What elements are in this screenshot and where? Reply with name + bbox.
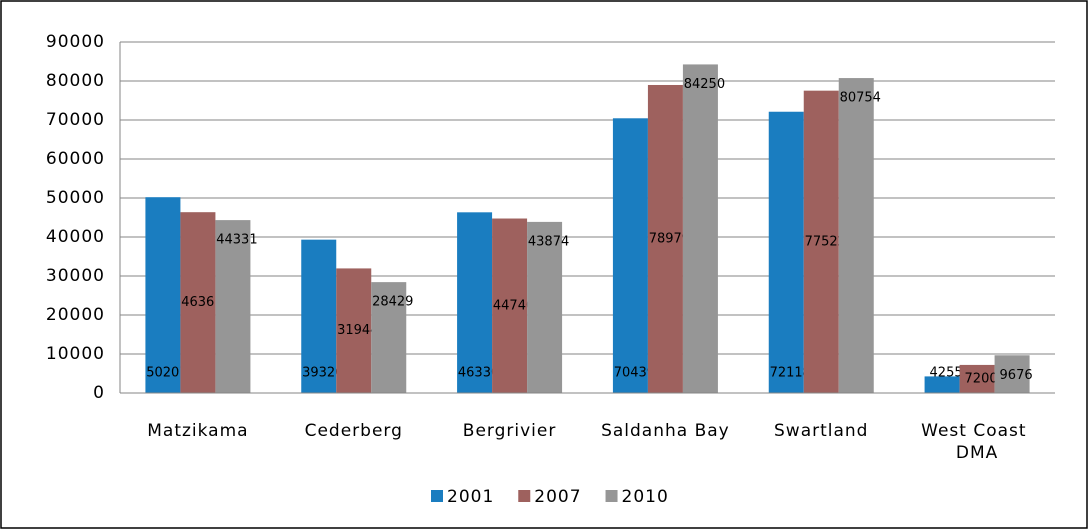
bar bbox=[803, 90, 839, 394]
y-tick-label: 90000 bbox=[46, 32, 105, 52]
legend-label: 2010 bbox=[622, 487, 669, 507]
y-tick-label: 10000 bbox=[46, 344, 105, 364]
bar bbox=[768, 111, 804, 393]
bar bbox=[371, 282, 407, 393]
bar bbox=[959, 364, 995, 393]
bar bbox=[924, 376, 960, 393]
data-label: 78979 bbox=[649, 231, 690, 246]
data-label: 84250 bbox=[684, 77, 725, 92]
legend-swatch bbox=[431, 490, 443, 502]
bar bbox=[336, 268, 372, 393]
data-label: 77522 bbox=[805, 234, 846, 249]
bar bbox=[145, 197, 181, 393]
x-tick-label: West Coast DMA bbox=[921, 421, 1033, 463]
x-tick-label: Matzikama bbox=[147, 421, 248, 441]
data-label: 31944 bbox=[337, 323, 378, 338]
x-tick-label: Cederberg bbox=[305, 421, 403, 441]
legend-swatch bbox=[605, 490, 618, 502]
y-tick-label: 0 bbox=[93, 383, 105, 403]
bar bbox=[647, 84, 683, 393]
data-label: 7200 bbox=[965, 371, 998, 386]
data-label: 72118 bbox=[770, 366, 811, 381]
y-tick-label: 30000 bbox=[46, 266, 105, 286]
y-tick-label: 70000 bbox=[46, 110, 105, 130]
data-label: 39320 bbox=[302, 366, 343, 381]
data-label: 46361 bbox=[181, 295, 222, 310]
data-label: 70439 bbox=[614, 366, 655, 381]
x-tick-label: Saldanha Bay bbox=[601, 421, 730, 441]
y-tick-label: 60000 bbox=[46, 149, 105, 169]
legend-label: 2007 bbox=[534, 487, 581, 507]
data-label: 43874 bbox=[528, 234, 569, 249]
y-tick-label: 40000 bbox=[46, 227, 105, 247]
bar bbox=[215, 220, 251, 393]
bar bbox=[612, 118, 648, 393]
data-label: 80754 bbox=[840, 91, 881, 106]
bar bbox=[301, 239, 337, 393]
data-label: 28429 bbox=[372, 295, 413, 310]
data-label: 46330 bbox=[458, 366, 499, 381]
y-tick-label: 80000 bbox=[46, 71, 105, 91]
x-tick-label: Swartland bbox=[774, 421, 868, 441]
x-tick-label: Bergrivier bbox=[463, 421, 557, 441]
bar bbox=[994, 355, 1030, 393]
bar bbox=[180, 212, 216, 393]
y-tick-label: 20000 bbox=[46, 305, 105, 325]
legend-label: 2001 bbox=[447, 487, 494, 507]
data-label: 44740 bbox=[493, 298, 534, 313]
bar bbox=[457, 212, 493, 393]
data-label: 50207 bbox=[146, 366, 187, 381]
data-label: 9676 bbox=[1000, 368, 1033, 383]
y-tick-label: 50000 bbox=[46, 188, 105, 208]
data-label: 44331 bbox=[216, 233, 257, 248]
bar bbox=[838, 78, 874, 394]
data-label: 4255 bbox=[930, 366, 963, 381]
bar bbox=[492, 218, 528, 393]
bar bbox=[682, 64, 718, 394]
legend-swatch bbox=[518, 490, 531, 502]
bar bbox=[527, 221, 563, 393]
